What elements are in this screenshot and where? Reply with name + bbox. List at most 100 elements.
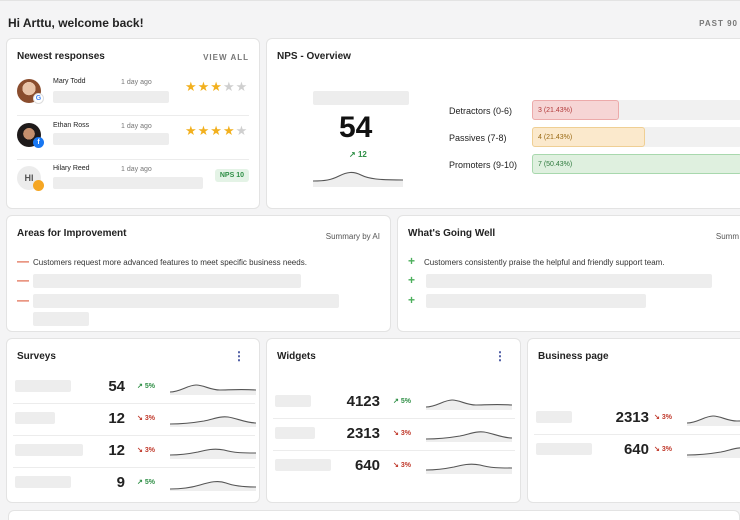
response-row[interactable]: G Mary Todd 1 day ago ★★★★★ xyxy=(17,76,249,116)
metric-row[interactable]: 9 ↗ 5% xyxy=(13,468,256,500)
trend-sparkline xyxy=(170,384,256,395)
plus-icon: + xyxy=(408,273,416,287)
detractors-label: Detractors (0-6) xyxy=(449,106,513,116)
widgets-card: Widgets ⋮ 4123 ↗ 5% 2313 ↘ 3% 640 ↘ 3% xyxy=(266,338,521,503)
metric-row[interactable]: 12 ↘ 3% xyxy=(13,404,256,436)
metric-change: ↘ 3% xyxy=(654,446,672,453)
metric-value: 9 xyxy=(116,474,125,491)
going-well-placeholder xyxy=(426,294,646,308)
response-row[interactable]: HI Hilary Reed 1 day ago NPS 10 xyxy=(17,163,249,203)
nps-score-badge: NPS 10 xyxy=(214,169,249,182)
star-rating: ★★★★★ xyxy=(185,79,249,94)
metric-change: ↘ 3% xyxy=(393,430,411,437)
metric-row[interactable]: 640 ↘ 3% xyxy=(534,435,740,467)
nps-delta: ↗ 12 xyxy=(349,150,367,159)
improvement-placeholder xyxy=(33,274,301,288)
star-rating: ★★★★★ xyxy=(185,123,249,138)
next-section-edge xyxy=(8,510,740,520)
going-well-card: What's Going Well Summ + Customers consis… xyxy=(397,215,740,332)
metric-row[interactable]: 12 ↘ 3% xyxy=(13,436,256,468)
arrow-down-icon: ↘ xyxy=(137,415,145,422)
metric-value: 12 xyxy=(108,442,125,459)
trend-sparkline xyxy=(426,399,512,410)
card-title: Newest responses xyxy=(17,51,105,62)
promoters-bar: 7 (50.43%) xyxy=(532,154,740,174)
metric-row[interactable]: 2313 ↘ 3% xyxy=(534,403,740,435)
plus-icon: + xyxy=(408,254,416,268)
metric-row[interactable]: 640 ↘ 3% xyxy=(273,451,515,483)
metric-row[interactable]: 54 ↗ 5% xyxy=(13,372,256,404)
metric-value: 2313 xyxy=(346,425,380,442)
nps-overview-card: NPS - Overview 54 ↗ 12 Detractors (0-6) … xyxy=(266,38,740,209)
summary-by-ai-label: Summ xyxy=(715,232,739,241)
trend-sparkline xyxy=(170,480,256,491)
respondent-name: Mary Todd xyxy=(53,78,86,85)
card-title: Widgets xyxy=(277,351,316,362)
going-well-placeholder xyxy=(426,274,712,288)
metric-change: ↘ 3% xyxy=(393,462,411,469)
date-range-selector[interactable]: PAST 90 xyxy=(699,19,738,28)
passives-track: 4 (21.43%) xyxy=(532,127,740,147)
improvement-placeholder xyxy=(33,312,89,326)
more-options-icon[interactable]: ⋮ xyxy=(233,349,245,363)
trend-sparkline xyxy=(170,416,256,427)
metric-row[interactable]: 4123 ↗ 5% xyxy=(273,387,515,419)
nps-score: 54 xyxy=(339,111,373,144)
respondent-name: Ethan Ross xyxy=(53,122,90,129)
metric-change: ↘ 3% xyxy=(137,415,155,422)
card-title: What's Going Well xyxy=(408,228,496,239)
arrow-down-icon: ↘ xyxy=(137,447,145,454)
arrow-up-icon: ↗ xyxy=(393,398,401,405)
passives-label: Passives (7-8) xyxy=(449,133,507,143)
arrow-down-icon: ↘ xyxy=(393,462,401,469)
business-page-card: Business page 2313 ↘ 3% 640 ↘ 3% xyxy=(527,338,740,503)
detractors-track: 3 (21.43%) xyxy=(532,100,740,120)
arrow-down-icon: ↘ xyxy=(654,414,662,421)
metric-change: ↘ 3% xyxy=(137,447,155,454)
view-all-link[interactable]: VIEW ALL xyxy=(203,53,249,62)
metric-label-placeholder xyxy=(15,380,71,392)
respondent-name: Hilary Reed xyxy=(53,165,90,172)
star-badge-icon xyxy=(33,180,44,191)
metric-value: 12 xyxy=(108,410,125,427)
going-well-item: + Customers consistently praise the helpf… xyxy=(408,254,665,268)
promoters-label: Promoters (9-10) xyxy=(449,160,518,170)
metric-label-placeholder xyxy=(15,476,71,488)
arrow-down-icon: ↘ xyxy=(393,430,401,437)
summary-by-ai-label: Summary by AI xyxy=(325,232,380,241)
top-divider xyxy=(0,0,740,1)
metric-value: 4123 xyxy=(346,393,380,410)
detractors-bar: 3 (21.43%) xyxy=(532,100,619,120)
comment-placeholder xyxy=(53,177,203,189)
minus-icon: — xyxy=(17,293,29,307)
minus-icon: — xyxy=(17,273,29,287)
metric-change: ↘ 3% xyxy=(654,414,672,421)
surveys-card: Surveys ⋮ 54 ↗ 5% 12 ↘ 3% 12 ↘ 3% 9 ↗ 5% xyxy=(6,338,260,503)
metric-change: ↗ 5% xyxy=(393,398,411,405)
passives-bar: 4 (21.43%) xyxy=(532,127,645,147)
metric-label-placeholder xyxy=(275,395,311,407)
arrow-down-icon: ↘ xyxy=(654,446,662,453)
card-title: NPS - Overview xyxy=(277,51,351,62)
minus-icon: — xyxy=(17,254,29,268)
google-icon: G xyxy=(33,93,44,104)
more-options-icon[interactable]: ⋮ xyxy=(494,349,506,363)
card-title: Areas for Improvement xyxy=(17,228,127,239)
trend-sparkline xyxy=(687,415,740,426)
metric-label-placeholder xyxy=(15,412,55,424)
trend-sparkline xyxy=(170,448,256,459)
comment-placeholder xyxy=(53,91,169,103)
response-time: 1 day ago xyxy=(121,166,152,173)
title-placeholder xyxy=(313,91,409,105)
arrow-up-icon: ↗ xyxy=(137,383,145,390)
arrow-up-icon: ↗ xyxy=(349,150,356,159)
response-row[interactable]: f Ethan Ross 1 day ago ★★★★★ xyxy=(17,120,249,160)
metric-value: 640 xyxy=(354,457,380,474)
card-title: Surveys xyxy=(17,351,56,362)
metric-row[interactable]: 2313 ↘ 3% xyxy=(273,419,515,451)
metric-label-placeholder xyxy=(275,459,331,471)
response-time: 1 day ago xyxy=(121,79,152,86)
promoters-track: 7 (50.43%) xyxy=(532,154,740,174)
page-greeting: Hi Arttu, welcome back! xyxy=(8,16,144,30)
facebook-icon: f xyxy=(33,137,44,148)
